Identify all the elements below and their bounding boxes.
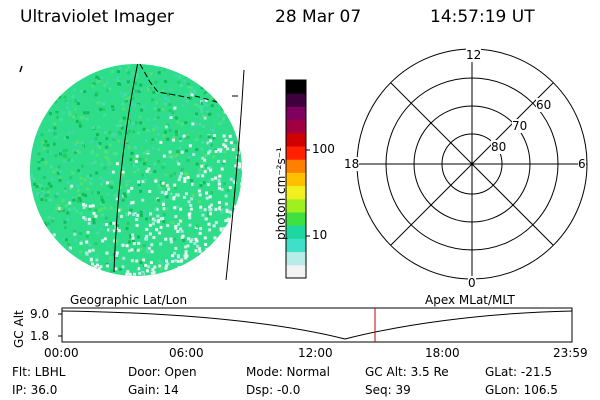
colorbar-band <box>286 212 306 226</box>
door-info: Door: Open <box>128 365 197 379</box>
colorbar-band <box>286 106 306 121</box>
lat-label-80: 80 <box>491 140 507 154</box>
colorbar-band <box>286 198 306 213</box>
uv-image-disc <box>19 63 245 281</box>
colorbar-band <box>286 159 306 173</box>
colorbar-band <box>286 93 306 107</box>
instrument-title: Ultraviolet Imager <box>20 7 174 27</box>
colorbar-band <box>286 119 306 134</box>
seq-info: Seq: 39 <box>365 383 411 397</box>
colorbar-unit-label: photon cm⁻²s⁻¹ <box>274 147 288 240</box>
glat-info: GLat: -21.5 <box>485 365 552 379</box>
dsp-info: Dsp: -0.0 <box>246 383 301 397</box>
colorbar-band <box>286 238 306 253</box>
lat-label-60: 60 <box>536 98 552 112</box>
date-label: 28 Mar 07 <box>275 7 362 27</box>
y-tick-9: 9.0 <box>30 307 50 321</box>
colorbar-band <box>286 225 306 239</box>
gc-alt-axis-label: GC Alt <box>12 310 26 348</box>
gc-alt-info: GC Alt: 3.5 Re <box>365 365 449 379</box>
x-tick-0000: 00:00 <box>44 346 79 360</box>
colorbar-band <box>286 264 306 279</box>
colorbar-band <box>286 146 306 160</box>
colorbar-tick-10: 10 <box>312 228 328 242</box>
strip-right-label: Apex MLat/MLT <box>425 293 515 307</box>
x-tick-1200: 12:00 <box>298 346 333 360</box>
mlt-label-12: 12 <box>466 48 482 62</box>
filter-info: Flt: LBHL <box>12 365 66 379</box>
gain-info: Gain: 14 <box>128 383 179 397</box>
x-tick-0600: 06:00 <box>169 346 204 360</box>
mlt-label-18: 18 <box>344 157 360 171</box>
x-tick-2359: 23:59 <box>553 346 588 360</box>
y-tick-1-8: 1.8 <box>30 329 50 343</box>
mlt-label-6: 6 <box>578 157 586 171</box>
mode-info: Mode: Normal <box>246 365 330 379</box>
lat-label-70: 70 <box>512 119 528 133</box>
colorbar <box>286 80 306 279</box>
glon-info: GLon: 106.5 <box>485 383 558 397</box>
polar-plot <box>356 48 588 280</box>
colorbar-band <box>286 172 306 187</box>
colorbar-band <box>286 80 306 94</box>
ip-info: IP: 36.0 <box>12 383 58 397</box>
colorbar-frame <box>285 79 307 279</box>
mlt-label-0: 0 <box>468 276 476 290</box>
colorbar-tick-100: 100 <box>312 142 335 156</box>
strip-left-label: Geographic Lat/Lon <box>70 293 188 307</box>
altitude-strip <box>58 307 573 343</box>
colorbar-band <box>286 251 306 266</box>
colorbar-band <box>286 185 306 200</box>
time-label: 14:57:19 UT <box>430 7 535 27</box>
colorbar-band <box>286 132 306 147</box>
x-tick-1800: 18:00 <box>425 346 460 360</box>
